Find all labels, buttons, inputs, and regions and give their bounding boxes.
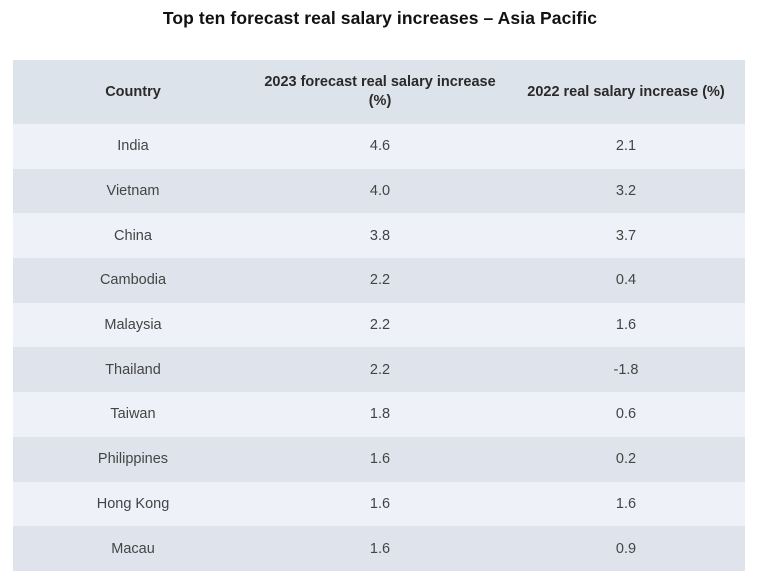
cell-2023-forecast: 2.2 xyxy=(253,258,507,303)
table-row: China 3.8 3.7 xyxy=(13,213,745,259)
cell-2022-actual: 3.7 xyxy=(507,213,745,259)
cell-2023-forecast: 1.6 xyxy=(253,481,507,527)
cell-2022-actual: 1.6 xyxy=(507,481,745,527)
table-row: Malaysia 2.2 1.6 xyxy=(13,302,745,348)
cell-country: Taiwan xyxy=(13,392,253,437)
cell-2023-forecast: 1.6 xyxy=(253,436,507,482)
table-row: Vietnam 4.0 3.2 xyxy=(13,168,745,214)
table-row: India 4.6 2.1 xyxy=(13,124,745,169)
cell-country: China xyxy=(13,213,253,259)
cell-2023-forecast: 1.6 xyxy=(253,526,507,571)
cell-country: Macau xyxy=(13,526,253,571)
header-country: Country xyxy=(13,60,253,124)
cell-country: Vietnam xyxy=(13,168,253,214)
cell-country: India xyxy=(13,124,253,169)
cell-country: Thailand xyxy=(13,347,253,393)
table-header-row: Country 2023 forecast real salary increa… xyxy=(13,60,745,124)
cell-2023-forecast: 1.8 xyxy=(253,392,507,437)
cell-country: Cambodia xyxy=(13,258,253,303)
table-row: Taiwan 1.8 0.6 xyxy=(13,392,745,437)
cell-2022-actual: 0.2 xyxy=(507,436,745,482)
cell-2022-actual: 2.1 xyxy=(507,124,745,169)
cell-2022-actual: 0.4 xyxy=(507,258,745,303)
cell-2022-actual: 1.6 xyxy=(507,302,745,348)
cell-country: Hong Kong xyxy=(13,481,253,527)
cell-2023-forecast: 3.8 xyxy=(253,213,507,259)
header-2022-actual: 2022 real salary increase (%) xyxy=(507,60,745,124)
cell-2022-actual: 0.9 xyxy=(507,526,745,571)
cell-2023-forecast: 4.0 xyxy=(253,168,507,214)
chart-title: Top ten forecast real salary increases –… xyxy=(162,8,598,28)
table-row: Philippines 1.6 0.2 xyxy=(13,436,745,482)
cell-2023-forecast: 2.2 xyxy=(253,347,507,393)
cell-2022-actual: 0.6 xyxy=(507,392,745,437)
table-row: Thailand 2.2 -1.8 xyxy=(13,347,745,393)
cell-2022-actual: -1.8 xyxy=(507,347,745,393)
cell-country: Malaysia xyxy=(13,302,253,348)
salary-table: Country 2023 forecast real salary increa… xyxy=(13,60,745,571)
header-2023-forecast: 2023 forecast real salary increase (%) xyxy=(253,60,507,124)
cell-2023-forecast: 4.6 xyxy=(253,124,507,169)
table-row: Macau 1.6 0.9 xyxy=(13,526,745,571)
cell-country: Philippines xyxy=(13,436,253,482)
table-row: Hong Kong 1.6 1.6 xyxy=(13,481,745,527)
cell-2022-actual: 3.2 xyxy=(507,168,745,214)
table-body: India 4.6 2.1 Vietnam 4.0 3.2 China 3.8 3.7 Cambo… xyxy=(13,124,745,571)
table-row: Cambodia 2.2 0.4 xyxy=(13,258,745,303)
cell-2023-forecast: 2.2 xyxy=(253,302,507,348)
